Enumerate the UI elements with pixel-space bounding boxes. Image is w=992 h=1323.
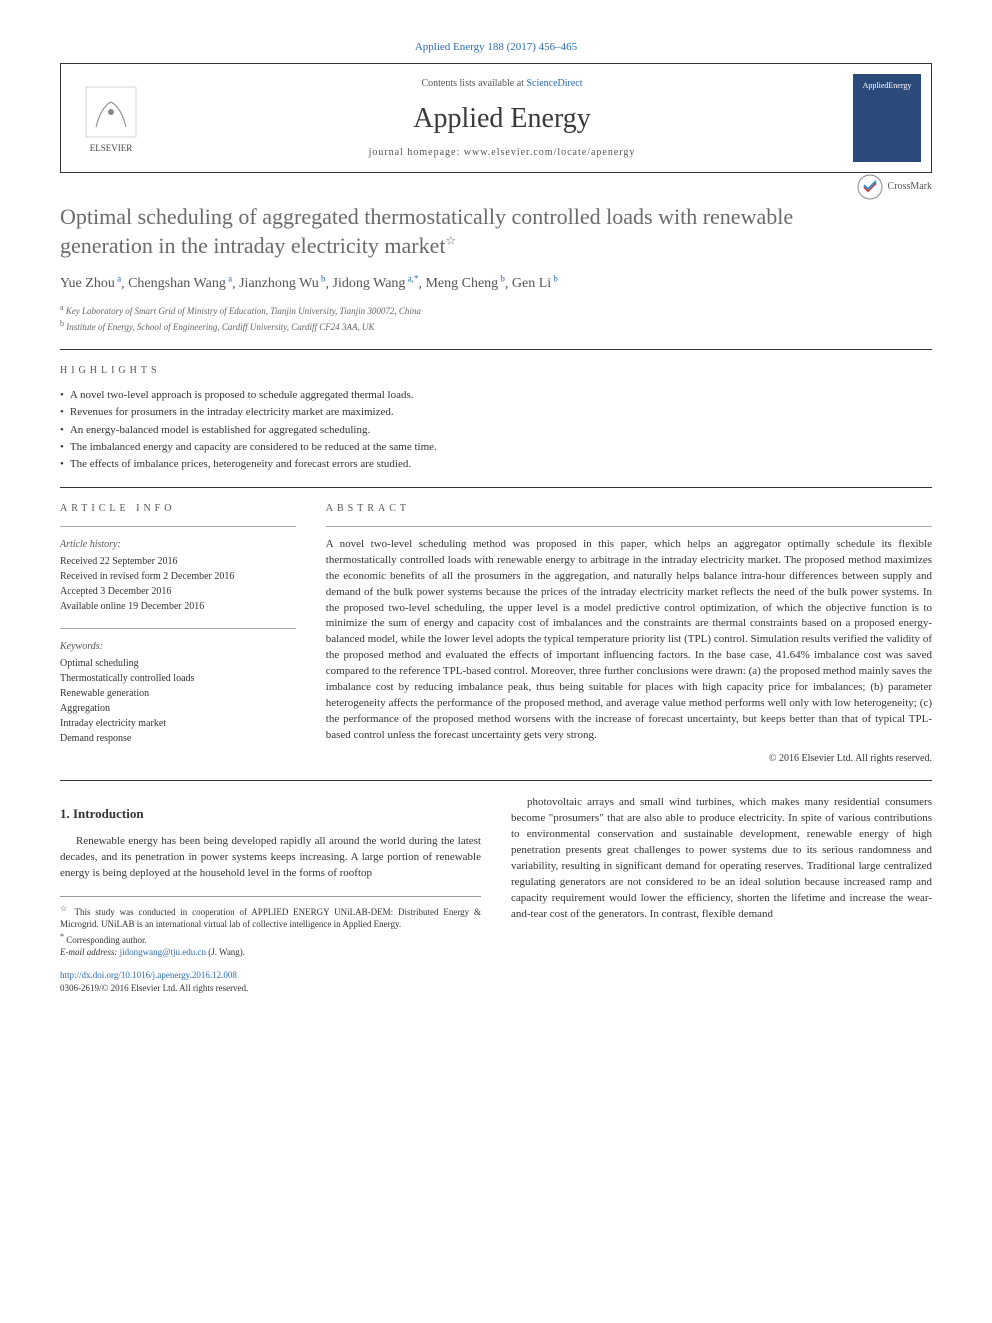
author: Chengshan Wang a: [128, 276, 232, 291]
copyright-line: © 2016 Elsevier Ltd. All rights reserved…: [326, 752, 932, 766]
highlights-list: •A novel two-level approach is proposed …: [60, 388, 932, 473]
rule: [60, 487, 932, 488]
history-line: Received in revised form 2 December 2016: [60, 569, 296, 584]
keyword: Demand response: [60, 731, 296, 746]
intro-paragraph-2: photovoltaic arrays and small wind turbi…: [511, 795, 932, 923]
bullet-icon: •: [60, 388, 64, 403]
highlights-label: HIGHLIGHTS: [60, 364, 932, 378]
article-history-head: Article history:: [60, 537, 296, 552]
author-affiliation-sup: b: [551, 274, 558, 284]
journal-name: Applied Energy: [151, 99, 853, 138]
highlight-item: •The effects of imbalance prices, hetero…: [60, 457, 932, 472]
affiliation-line: b Institute of Energy, School of Enginee…: [60, 318, 932, 335]
footnote-email: E-mail address: jidongwang@tju.edu.cn (J…: [60, 946, 481, 959]
body-col-left: 1. Introduction Renewable energy has bee…: [60, 795, 481, 995]
crossmark-badge[interactable]: CrossMark: [856, 173, 932, 201]
title-footnote-star: ☆: [445, 234, 456, 248]
author: Yue Zhou a: [60, 276, 121, 291]
body-columns: 1. Introduction Renewable energy has bee…: [60, 795, 932, 995]
corr-author-label: Corresponding author.: [66, 935, 147, 945]
thin-rule: [60, 526, 296, 527]
keyword: Aggregation: [60, 701, 296, 716]
keyword: Renewable generation: [60, 686, 296, 701]
bullet-icon: •: [60, 405, 64, 420]
rule: [60, 780, 932, 781]
author-affiliation-sup: a: [226, 274, 232, 284]
highlight-item: •An energy-balanced model is established…: [60, 423, 932, 438]
bullet-icon: •: [60, 440, 64, 455]
journal-header: ELSEVIER Contents lists available at Sci…: [60, 63, 932, 173]
elsevier-logo: ELSEVIER: [71, 82, 151, 155]
footnote-star: ☆ This study was conducted in cooperatio…: [60, 903, 481, 931]
contents-line: Contents lists available at ScienceDirec…: [151, 77, 853, 91]
article-info-column: ARTICLE INFO Article history: Received 2…: [60, 502, 296, 766]
bullet-icon: •: [60, 423, 64, 438]
doi-block: http://dx.doi.org/10.1016/j.apenergy.201…: [60, 969, 481, 995]
author: Gen Li b: [512, 276, 558, 291]
intro-paragraph-1: Renewable energy has been being develope…: [60, 834, 481, 882]
abstract-label: ABSTRACT: [326, 502, 932, 516]
keywords-head: Keywords:: [60, 639, 296, 654]
highlight-item: •A novel two-level approach is proposed …: [60, 388, 932, 403]
highlight-item: •Revenues for prosumers in the intraday …: [60, 405, 932, 420]
thin-rule: [60, 628, 296, 629]
author-list: Yue Zhou a, Chengshan Wang a, Jianzhong …: [60, 273, 932, 294]
journal-cover-thumb: AppliedEnergy: [853, 74, 921, 162]
author-affiliation-sup: b: [319, 274, 326, 284]
email-label: E-mail address:: [60, 947, 117, 957]
email-person: (J. Wang).: [208, 947, 245, 957]
affiliations: a Key Laboratory of Smart Grid of Minist…: [60, 302, 932, 335]
affiliation-line: a Key Laboratory of Smart Grid of Minist…: [60, 302, 932, 319]
elsevier-label: ELSEVIER: [90, 142, 133, 155]
homepage-prefix: journal homepage:: [369, 147, 464, 158]
footnotes: ☆ This study was conducted in cooperatio…: [60, 896, 481, 959]
author: Jidong Wang a,*: [333, 276, 419, 291]
homepage-line: journal homepage: www.elsevier.com/locat…: [151, 146, 853, 160]
author-affiliation-sup: a: [115, 274, 121, 284]
footnote-star-text: This study was conducted in cooperation …: [60, 907, 481, 930]
highlight-item: •The imbalanced energy and capacity are …: [60, 440, 932, 455]
article-info-label: ARTICLE INFO: [60, 502, 296, 516]
email-link[interactable]: jidongwang@tju.edu.cn: [120, 947, 206, 957]
abstract-column: ABSTRACT A novel two-level scheduling me…: [326, 502, 932, 766]
author: Meng Cheng b: [425, 276, 504, 291]
abstract-text: A novel two-level scheduling method was …: [326, 537, 932, 744]
header-center: Contents lists available at ScienceDirec…: [151, 77, 853, 160]
thin-rule: [326, 526, 932, 527]
keyword: Optimal scheduling: [60, 656, 296, 671]
bullet-icon: •: [60, 457, 64, 472]
issn-line: 0306-2619/© 2016 Elsevier Ltd. All right…: [60, 983, 248, 993]
footnote-corresponding: * Corresponding author.: [60, 931, 481, 947]
author-affiliation-sup: b: [498, 274, 505, 284]
history-line: Received 22 September 2016: [60, 554, 296, 569]
article-history: Article history: Received 22 September 2…: [60, 537, 296, 614]
body-col-right: photovoltaic arrays and small wind turbi…: [511, 795, 932, 995]
section-heading-intro: 1. Introduction: [60, 805, 481, 824]
author: Jianzhong Wu b: [239, 276, 325, 291]
sciencedirect-link[interactable]: ScienceDirect: [526, 78, 582, 89]
contents-prefix: Contents lists available at: [421, 78, 526, 89]
journal-reference: Applied Energy 188 (2017) 456–465: [60, 40, 932, 55]
history-line: Accepted 3 December 2016: [60, 584, 296, 599]
history-line: Available online 19 December 2016: [60, 599, 296, 614]
keywords-block: Keywords: Optimal schedulingThermostatic…: [60, 639, 296, 746]
cover-title: AppliedEnergy: [863, 80, 912, 91]
doi-link[interactable]: http://dx.doi.org/10.1016/j.apenergy.201…: [60, 970, 237, 980]
keyword: Thermostatically controlled loads: [60, 671, 296, 686]
author-affiliation-sup: a,*: [405, 274, 418, 284]
crossmark-label: CrossMark: [888, 180, 932, 194]
keyword: Intraday electricity market: [60, 716, 296, 731]
crossmark-icon: [856, 173, 884, 201]
article-title: Optimal scheduling of aggregated thermos…: [60, 203, 856, 260]
title-text: Optimal scheduling of aggregated thermos…: [60, 204, 793, 258]
rule: [60, 349, 932, 350]
homepage-url[interactable]: www.elsevier.com/locate/apenergy: [464, 147, 636, 158]
